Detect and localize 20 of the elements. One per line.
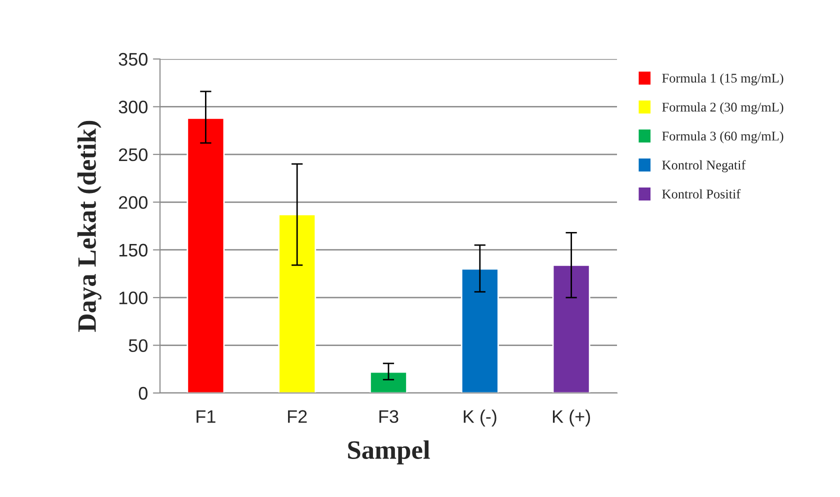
y-tick-label: 300: [118, 100, 148, 114]
y-tick-label: 50: [128, 339, 148, 352]
y-tick-label: 350: [118, 52, 148, 66]
legend-label: Formula 2 (30 mg/mL): [662, 102, 784, 114]
x-tick-label: F3: [379, 410, 398, 423]
legend-label: Formula 3 (60 mg/mL): [662, 131, 784, 144]
x-tick-label: F1: [196, 410, 216, 423]
y-tick-label: 200: [118, 196, 148, 209]
y-tick-label: 100: [119, 292, 148, 304]
x-tick-label: K (-): [464, 410, 496, 426]
x-tick-label: K (+): [552, 410, 590, 426]
legend-label: Formula 1 (15 mg/mL): [662, 73, 784, 86]
x-tick-label: F2: [288, 410, 307, 423]
legend-label: Kontrol Negatif: [662, 160, 746, 172]
y-tick-label: 0: [138, 386, 148, 400]
y-tick-label: 150: [119, 244, 148, 257]
y-axis-title: Daya Lekat (detik): [77, 120, 102, 332]
legend-label: Kontrol Positif: [662, 189, 741, 199]
x-axis-title: Sampel: [348, 440, 430, 464]
y-tick-label: 250: [118, 148, 148, 162]
